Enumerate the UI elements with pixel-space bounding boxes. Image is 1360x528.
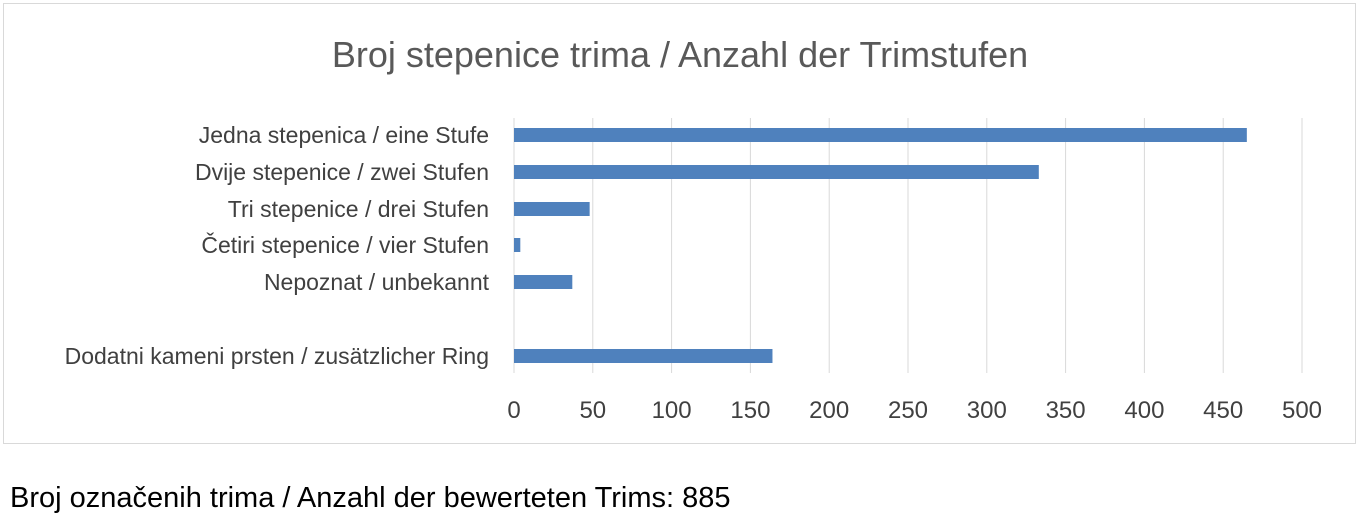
- category-label: Četiri stepenice / vier Stufen: [201, 231, 489, 258]
- x-tick-label: 200: [809, 397, 849, 424]
- x-tick-label: 300: [967, 397, 1007, 424]
- x-tick-label: 0: [507, 397, 520, 424]
- x-tick-label: 50: [579, 397, 606, 424]
- chart-title: Broj stepenice trima / Anzahl der Trimst…: [332, 34, 1028, 75]
- category-labels: Jedna stepenica / eine Stufe Dvije stepen…: [65, 122, 490, 369]
- category-label: Dvije stepenice / zwei Stufen: [195, 159, 489, 185]
- x-tick-label: 100: [652, 397, 692, 424]
- x-tick-label: 150: [730, 397, 770, 424]
- bars: [514, 128, 1247, 363]
- category-label: Jedna stepenica / eine Stufe: [199, 122, 489, 148]
- trim-count-caption: Broj označenih trima / Anzahl der bewert…: [10, 482, 731, 514]
- chart-frame: [3, 3, 1356, 444]
- bar: [514, 128, 1247, 142]
- x-tick-label: 500: [1282, 397, 1322, 424]
- x-tick-label: 400: [1124, 397, 1164, 424]
- bar: [514, 349, 773, 363]
- category-label: Nepoznat / unbekannt: [264, 269, 490, 295]
- category-label: Tri stepenice / drei Stufen: [228, 196, 489, 222]
- x-tick-label: 350: [1046, 397, 1086, 424]
- category-label: Dodatni kameni prsten / zusätzlicher Rin…: [65, 343, 489, 369]
- gridlines: [513, 118, 1303, 373]
- bar: [514, 165, 1039, 179]
- bar: [514, 275, 573, 289]
- x-tick-label: 250: [888, 397, 928, 424]
- x-tick-labels: 0 50 100 150 200 250 300 350 400 450 500: [507, 397, 1322, 424]
- bar: [514, 202, 590, 216]
- bar: [514, 238, 521, 252]
- x-tick-label: 450: [1203, 397, 1243, 424]
